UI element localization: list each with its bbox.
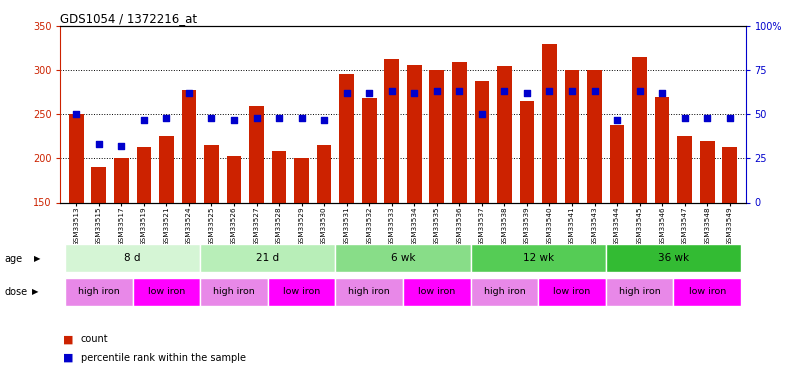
Text: ■: ■ — [63, 353, 73, 363]
Point — [318, 117, 330, 123]
Text: high iron: high iron — [348, 287, 390, 296]
Bar — [65, 278, 132, 306]
Point — [295, 115, 308, 121]
Point — [408, 90, 421, 96]
Point — [453, 88, 466, 94]
Bar — [520, 101, 534, 202]
Point — [93, 141, 106, 147]
Bar — [452, 62, 467, 202]
Point — [476, 111, 488, 117]
Text: 21 d: 21 d — [256, 253, 280, 263]
Text: low iron: low iron — [418, 287, 455, 296]
Point — [521, 90, 534, 96]
Text: dose: dose — [4, 287, 27, 297]
Point — [430, 88, 443, 94]
Bar — [272, 152, 286, 202]
Bar — [677, 136, 692, 202]
Text: low iron: low iron — [283, 287, 320, 296]
Point — [543, 88, 556, 94]
Bar — [91, 167, 106, 202]
Text: percentile rank within the sample: percentile rank within the sample — [81, 353, 246, 363]
Bar — [700, 141, 715, 202]
Point — [205, 115, 218, 121]
Text: age: age — [4, 254, 22, 264]
Bar — [114, 158, 129, 203]
Text: 36 wk: 36 wk — [658, 253, 689, 263]
Text: 8 d: 8 d — [124, 253, 141, 263]
Bar — [588, 70, 602, 202]
Text: high iron: high iron — [78, 287, 119, 296]
Point — [70, 111, 83, 117]
Point — [611, 117, 624, 123]
Point — [700, 115, 713, 121]
Bar — [384, 59, 399, 202]
Point — [137, 117, 150, 123]
Bar — [335, 244, 471, 272]
Bar — [136, 147, 152, 202]
Point — [272, 115, 285, 121]
Text: low iron: low iron — [554, 287, 591, 296]
Bar — [722, 147, 737, 202]
Bar — [542, 44, 557, 203]
Bar — [497, 66, 512, 203]
Bar — [204, 145, 218, 202]
Point — [723, 115, 736, 121]
Bar — [159, 136, 174, 202]
Point — [114, 143, 127, 149]
Point — [250, 115, 263, 121]
Bar — [317, 145, 331, 202]
Text: low iron: low iron — [147, 287, 185, 296]
Text: 6 wk: 6 wk — [391, 253, 415, 263]
Bar — [362, 98, 376, 202]
Text: ■: ■ — [63, 334, 73, 344]
Bar — [294, 158, 309, 203]
Text: high iron: high iron — [484, 287, 526, 296]
Bar — [200, 244, 335, 272]
Bar — [471, 278, 538, 306]
Text: high iron: high iron — [619, 287, 660, 296]
Bar — [654, 97, 670, 202]
Point — [634, 88, 646, 94]
Point — [656, 90, 669, 96]
Text: high iron: high iron — [213, 287, 255, 296]
Point — [363, 90, 376, 96]
Point — [679, 115, 692, 121]
Bar — [430, 70, 444, 202]
Bar — [132, 278, 200, 306]
Bar — [632, 57, 647, 202]
Bar — [606, 244, 741, 272]
Text: GDS1054 / 1372216_at: GDS1054 / 1372216_at — [60, 12, 197, 25]
Point — [498, 88, 511, 94]
Bar — [407, 65, 422, 203]
Bar — [475, 81, 489, 203]
Bar — [606, 278, 674, 306]
Bar — [69, 114, 84, 202]
Bar — [226, 156, 241, 203]
Point — [566, 88, 579, 94]
Bar — [403, 278, 471, 306]
Bar — [181, 90, 196, 202]
Bar — [65, 244, 200, 272]
Bar — [610, 125, 625, 202]
Text: low iron: low iron — [688, 287, 726, 296]
Point — [160, 115, 172, 121]
Text: ▶: ▶ — [32, 287, 39, 296]
Bar — [268, 278, 335, 306]
Bar — [335, 278, 403, 306]
Bar — [249, 106, 264, 202]
Text: count: count — [81, 334, 108, 344]
Bar — [538, 278, 606, 306]
Point — [227, 117, 240, 123]
Text: 12 wk: 12 wk — [522, 253, 554, 263]
Point — [182, 90, 195, 96]
Bar — [471, 244, 606, 272]
Bar — [565, 70, 580, 202]
Point — [385, 88, 398, 94]
Point — [340, 90, 353, 96]
Bar — [200, 278, 268, 306]
Text: ▶: ▶ — [34, 254, 40, 263]
Bar — [339, 74, 354, 202]
Bar — [674, 278, 741, 306]
Point — [588, 88, 601, 94]
